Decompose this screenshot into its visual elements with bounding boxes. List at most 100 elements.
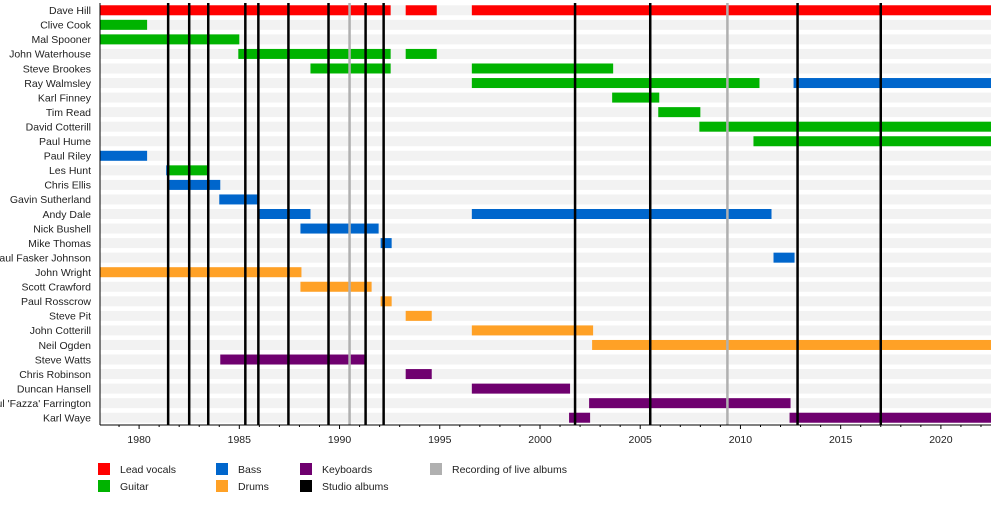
row-stripe <box>100 339 991 350</box>
legend-label-guitar: Guitar <box>120 481 149 493</box>
bar-keys <box>589 398 791 409</box>
x-tick-label: 1990 <box>328 434 352 446</box>
row-stripe <box>100 92 991 103</box>
bar-bass <box>773 252 795 263</box>
member-label: John Waterhouse <box>9 49 91 61</box>
row-stripe <box>100 310 991 321</box>
bar-guitar <box>699 121 991 132</box>
legend-label-vocals: Lead vocals <box>120 464 176 476</box>
row-stripe <box>100 223 991 234</box>
member-label: Steve Pit <box>49 311 91 323</box>
legend-label-drums: Drums <box>238 481 269 493</box>
legend-swatch-keys <box>300 463 312 475</box>
member-label: Mike Thomas <box>28 238 91 250</box>
member-label: David Cotterill <box>26 121 91 133</box>
bar-bass <box>219 194 260 205</box>
row-stripe <box>100 19 991 30</box>
member-label: Andy Dale <box>43 209 92 221</box>
bar-guitar <box>612 92 660 103</box>
member-label: Steve Brookes <box>23 63 91 75</box>
member-label: Neil Ogden <box>38 340 91 352</box>
legend-swatch-guitar <box>98 480 110 492</box>
member-label: Nick Bushell <box>33 223 91 235</box>
member-label: Paul 'Fazza' Farrington <box>0 398 91 410</box>
row-stripe <box>100 267 991 278</box>
bar-drums <box>592 339 991 350</box>
bar-bass <box>471 209 772 219</box>
row-stripe <box>100 179 991 190</box>
member-label: John Cotterill <box>30 325 91 337</box>
row-stripe <box>100 238 991 249</box>
member-label: Scott Crawford <box>22 282 92 294</box>
legend-label-bass: Bass <box>238 464 261 476</box>
member-label: Clive Cook <box>40 20 92 32</box>
row-stripe <box>100 107 991 118</box>
member-label: Paul Riley <box>44 151 92 163</box>
bar-vocals <box>405 5 437 16</box>
row-stripe <box>100 194 991 205</box>
row-stripe <box>100 121 991 132</box>
bar-drums <box>300 281 372 292</box>
legend-swatch-live <box>430 463 442 475</box>
row-stripe <box>100 34 991 45</box>
member-label: Karl Finney <box>38 92 92 104</box>
bar-guitar <box>238 48 391 59</box>
member-label: Mal Spooner <box>31 34 91 46</box>
legend-swatch-studio <box>300 480 312 492</box>
bar-guitar <box>100 34 240 45</box>
bar-keys <box>471 383 571 394</box>
row-stripe <box>100 369 991 380</box>
bar-guitar <box>471 78 760 89</box>
bar-vocals <box>471 5 991 16</box>
legend-label-keys: Keyboards <box>322 464 372 476</box>
member-label: Karl Waye <box>43 413 91 425</box>
bar-keys <box>220 354 367 365</box>
legend-swatch-vocals <box>98 463 110 475</box>
legend-label-studio: Studio albums <box>322 481 389 493</box>
row-stripe <box>100 354 991 365</box>
bar-guitar <box>753 136 991 147</box>
bar-bass <box>380 238 392 249</box>
x-tick-label: 2000 <box>528 434 552 446</box>
legend-swatch-drums <box>216 480 228 492</box>
member-label: John Wright <box>35 267 91 279</box>
bar-drums <box>380 296 392 307</box>
bar-drums <box>100 267 302 278</box>
bar-bass <box>169 179 221 190</box>
bar-keys <box>789 412 991 423</box>
x-tick-label: 2015 <box>829 434 853 446</box>
bar-bass <box>259 209 311 219</box>
member-label: Ray Walmsley <box>24 78 91 90</box>
row-stripe <box>100 398 991 409</box>
row-stripe <box>100 412 991 423</box>
row-stripe <box>100 150 991 161</box>
member-label: Paul Hume <box>39 136 91 148</box>
bar-bass <box>100 150 148 161</box>
bar-keys <box>569 412 591 423</box>
x-tick-label: 1980 <box>127 434 151 446</box>
legend-swatch-bass <box>216 463 228 475</box>
bar-bass <box>793 78 991 89</box>
member-label: Gavin Sutherland <box>10 194 91 206</box>
row-stripe <box>100 281 991 292</box>
x-tick-label: 1995 <box>428 434 452 446</box>
bar-drums <box>405 310 432 321</box>
bar-guitar <box>658 107 701 118</box>
bar-guitar <box>405 48 437 59</box>
x-tick-label: 2010 <box>729 434 753 446</box>
row-stripe <box>100 136 991 147</box>
bar-drums <box>471 325 594 336</box>
member-label: Les Hunt <box>49 165 91 177</box>
bar-keys <box>405 369 432 380</box>
row-stripe <box>100 165 991 176</box>
member-label: Chris Ellis <box>44 180 91 192</box>
member-label: Chris Robinson <box>19 369 91 381</box>
row-stripe <box>100 48 991 59</box>
x-tick-label: 2005 <box>629 434 653 446</box>
bar-guitar <box>100 19 148 30</box>
x-tick-label: 2020 <box>929 434 953 446</box>
bar-guitar <box>471 63 614 74</box>
member-label: Dave Hill <box>49 5 91 17</box>
